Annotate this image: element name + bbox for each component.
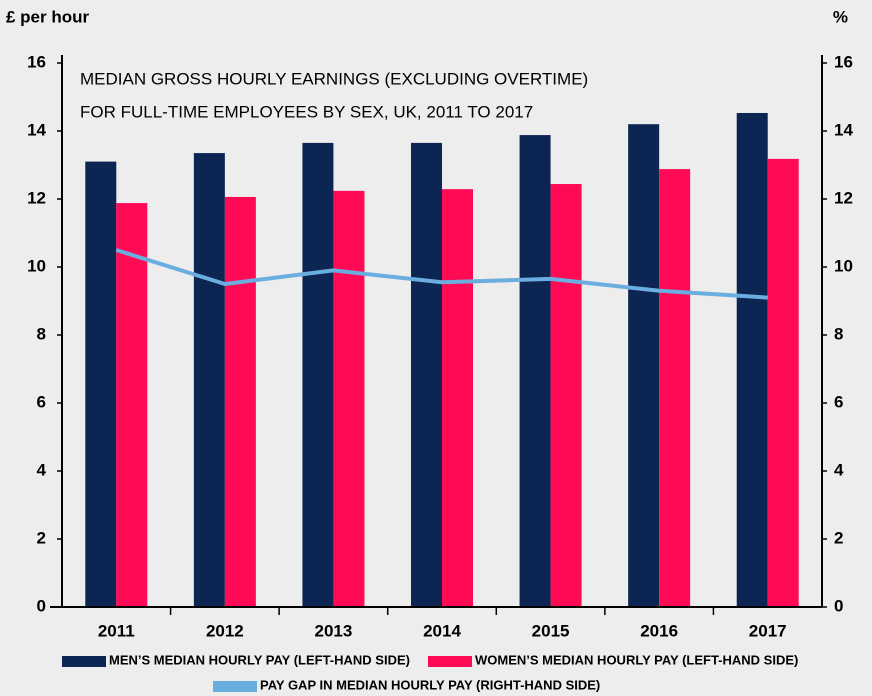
y2-tick-label: 0	[834, 596, 843, 615]
chart-title: MEDIAN GROSS HOURLY EARNINGS (EXCLUDING …	[80, 69, 588, 88]
bar	[767, 158, 799, 607]
y-tick-label: 0	[37, 596, 46, 615]
legend-swatch	[62, 656, 106, 667]
x-tick-label: 2012	[206, 621, 244, 640]
legend-swatch	[428, 656, 472, 667]
bar	[85, 161, 117, 607]
x-tick-label: 2011	[98, 621, 135, 640]
y-tick-label: 8	[37, 324, 46, 343]
x-tick-label: 2014	[423, 621, 461, 640]
y2-tick-label: 16	[834, 52, 853, 71]
y-tick-label: 2	[37, 528, 46, 547]
y2-axis-label: %	[833, 7, 848, 26]
bar	[116, 203, 148, 607]
bar	[550, 184, 582, 608]
x-tick-label: 2017	[749, 621, 787, 640]
y-axis-label: £ per hour	[6, 7, 90, 26]
y2-tick-label: 12	[834, 188, 853, 207]
bar	[659, 169, 691, 607]
line	[115, 248, 768, 300]
y-tick-label: 6	[37, 392, 46, 411]
bar	[302, 142, 334, 607]
y2-tick-label: 6	[834, 392, 843, 411]
bar	[224, 196, 256, 607]
legend-swatch	[213, 681, 257, 692]
y2-tick-label: 10	[834, 256, 853, 275]
y-tick-label: 16	[27, 52, 46, 71]
y2-tick-label: 8	[834, 324, 843, 343]
y2-tick-label: 2	[834, 528, 843, 547]
bar	[519, 135, 551, 607]
y-tick-label: 14	[27, 120, 46, 139]
bar	[736, 112, 768, 607]
bar	[628, 124, 660, 607]
bar	[442, 189, 473, 607]
y-tick-label: 4	[37, 460, 47, 479]
y2-tick-label: 4	[834, 460, 844, 479]
bar	[411, 142, 442, 607]
chart-title: FOR FULL-TIME EMPLOYEES BY SEX, UK, 2011…	[80, 102, 533, 121]
x-tick-label: 2013	[315, 621, 353, 640]
legend-label: PAY GAP IN MEDIAN HOURLY PAY (RIGHT-HAND…	[260, 677, 600, 692]
legend-label: WOMEN’S MEDIAN HOURLY PAY (LEFT-HAND SID…	[475, 652, 798, 667]
x-tick-label: 2015	[532, 621, 570, 640]
y-tick-label: 12	[27, 188, 46, 207]
x-tick-label: 2016	[640, 621, 678, 640]
legend-label: MEN’S MEDIAN HOURLY PAY (LEFT-HAND SIDE)	[109, 652, 410, 667]
bar	[193, 153, 225, 607]
bar	[333, 190, 365, 607]
y2-tick-label: 14	[834, 120, 853, 139]
y-tick-label: 10	[27, 256, 46, 275]
